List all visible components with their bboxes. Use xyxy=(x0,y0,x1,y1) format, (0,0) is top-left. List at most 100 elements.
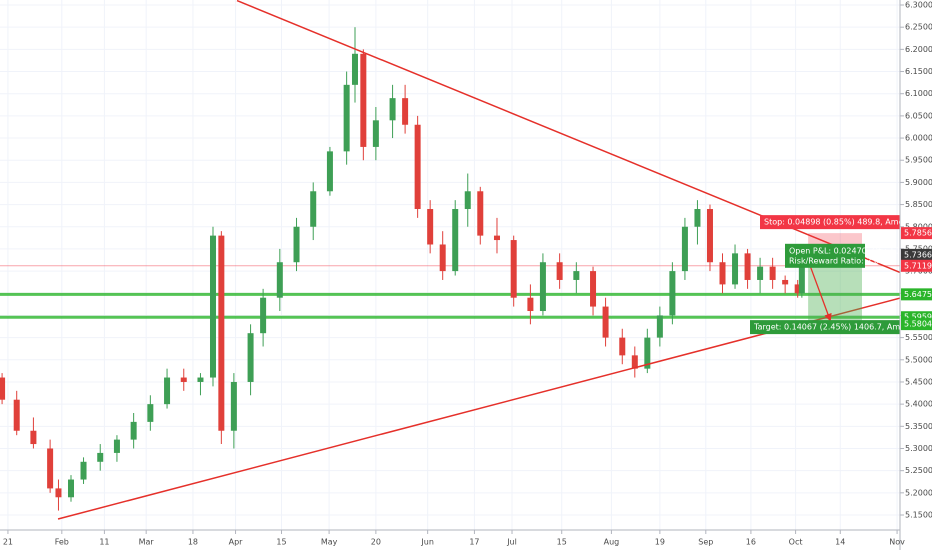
candle-body xyxy=(681,226,688,272)
candle-body xyxy=(218,235,225,431)
candle-body xyxy=(706,209,713,263)
target-zone xyxy=(808,265,862,325)
candle-body xyxy=(744,253,751,280)
y-tick-label: 6.05000 xyxy=(905,111,932,120)
position-label: Target: 0.14067 (2.45%) 1406.7, Amount: … xyxy=(753,323,932,332)
candle-body xyxy=(113,439,120,453)
candle-body xyxy=(276,262,283,298)
x-tick-label: May xyxy=(321,538,338,547)
x-tick-label: Jul xyxy=(506,538,517,547)
x-tick-label: 15 xyxy=(557,538,567,547)
price-tag-label: 5.71193 xyxy=(904,261,932,270)
candle-body xyxy=(510,240,517,298)
x-tick-label: Sep xyxy=(698,538,713,547)
candle-body xyxy=(619,337,626,356)
candle-body xyxy=(147,404,154,422)
candle-body xyxy=(644,337,651,369)
candle-body xyxy=(669,271,676,316)
candle-body xyxy=(360,53,367,147)
candle-body xyxy=(247,333,254,382)
x-tick-label: Apr xyxy=(229,538,244,547)
x-tick-label: 14 xyxy=(835,538,845,547)
y-tick-label: 5.80000 xyxy=(905,222,932,231)
candle-body xyxy=(527,297,534,312)
x-tick-label: 19 xyxy=(655,538,665,547)
x-tick-label: Jun xyxy=(420,538,434,547)
y-tick-label: 5.55000 xyxy=(905,333,932,342)
x-tick-label: 17 xyxy=(469,538,479,547)
candle-body xyxy=(656,315,663,338)
candle-body xyxy=(55,488,62,498)
price-tag-label: 5.64756 xyxy=(904,290,932,299)
y-tick-label: 5.25000 xyxy=(905,466,932,475)
candle-body xyxy=(97,452,104,462)
candle-body xyxy=(452,209,459,272)
candle-body xyxy=(439,244,446,272)
x-tick-label: 18 xyxy=(188,538,198,547)
y-tick-label: 6.15000 xyxy=(905,67,932,76)
candle-body xyxy=(389,98,396,121)
candle-body xyxy=(326,151,333,192)
x-tick-label: 20 xyxy=(371,538,381,547)
position-label: Risk/Reward Ratio: 2.87 xyxy=(789,256,884,265)
candle-body xyxy=(13,399,20,431)
price-tag-label: 5.58045 xyxy=(904,320,932,329)
candle-body xyxy=(539,262,546,312)
y-tick-label: 6.10000 xyxy=(905,89,932,98)
x-tick-label: Oct xyxy=(789,538,803,547)
candle-body xyxy=(293,226,300,263)
candle-body xyxy=(47,448,54,489)
y-tick-label: 5.15000 xyxy=(905,511,932,520)
x-tick-label: 21 xyxy=(3,538,13,547)
candle-body xyxy=(230,381,237,431)
candle-body xyxy=(209,235,216,378)
candle-body xyxy=(732,253,739,285)
price-tag xyxy=(901,227,932,240)
trade-arrow xyxy=(809,265,832,322)
candle-body xyxy=(180,377,187,382)
candle-body xyxy=(782,279,789,285)
x-tick-label: Mar xyxy=(139,538,155,547)
candle-body xyxy=(30,430,37,445)
candle-body xyxy=(719,262,726,285)
position-label-box xyxy=(750,320,900,335)
y-tick-label: 5.50000 xyxy=(905,355,932,364)
price-tag xyxy=(901,288,932,301)
y-tick-label: 5.90000 xyxy=(905,178,932,187)
candle-body xyxy=(694,209,701,227)
price-tag-label: 5.73663 xyxy=(904,250,932,259)
y-tick-label: 6.00000 xyxy=(905,134,932,143)
y-tick-label: 5.85000 xyxy=(905,200,932,209)
x-tick-label: 15 xyxy=(276,538,286,547)
candle-body xyxy=(372,120,379,147)
position-label: Open P&L: 0.02470, Qty: 5104 xyxy=(789,246,911,255)
candle-body xyxy=(757,266,764,280)
y-tick-label: 5.35000 xyxy=(905,422,932,431)
candle-body xyxy=(590,271,597,307)
price-tag xyxy=(901,259,932,272)
trendline xyxy=(57,297,900,520)
candle-body xyxy=(402,98,409,125)
candle-body xyxy=(310,191,317,227)
candle-body xyxy=(769,266,776,280)
x-tick-label: 16 xyxy=(746,538,756,547)
candle-body xyxy=(477,191,484,236)
candle-body xyxy=(197,377,204,382)
candle-body xyxy=(260,297,267,334)
candle-body xyxy=(130,421,137,440)
candle-body xyxy=(414,124,421,210)
candle-body xyxy=(631,355,638,369)
x-tick-label: Nov xyxy=(889,538,905,547)
candle-body xyxy=(556,262,563,280)
position-label-box xyxy=(760,215,900,230)
plot-area: Stop: 0.04898 (0.85%) 489.8, Amount: 750… xyxy=(0,0,932,520)
candle-body xyxy=(493,235,500,241)
candle-body xyxy=(427,209,434,245)
candle-body xyxy=(798,262,805,294)
y-tick-label: 5.20000 xyxy=(905,488,932,497)
y-tick-label: 5.95000 xyxy=(905,156,932,165)
